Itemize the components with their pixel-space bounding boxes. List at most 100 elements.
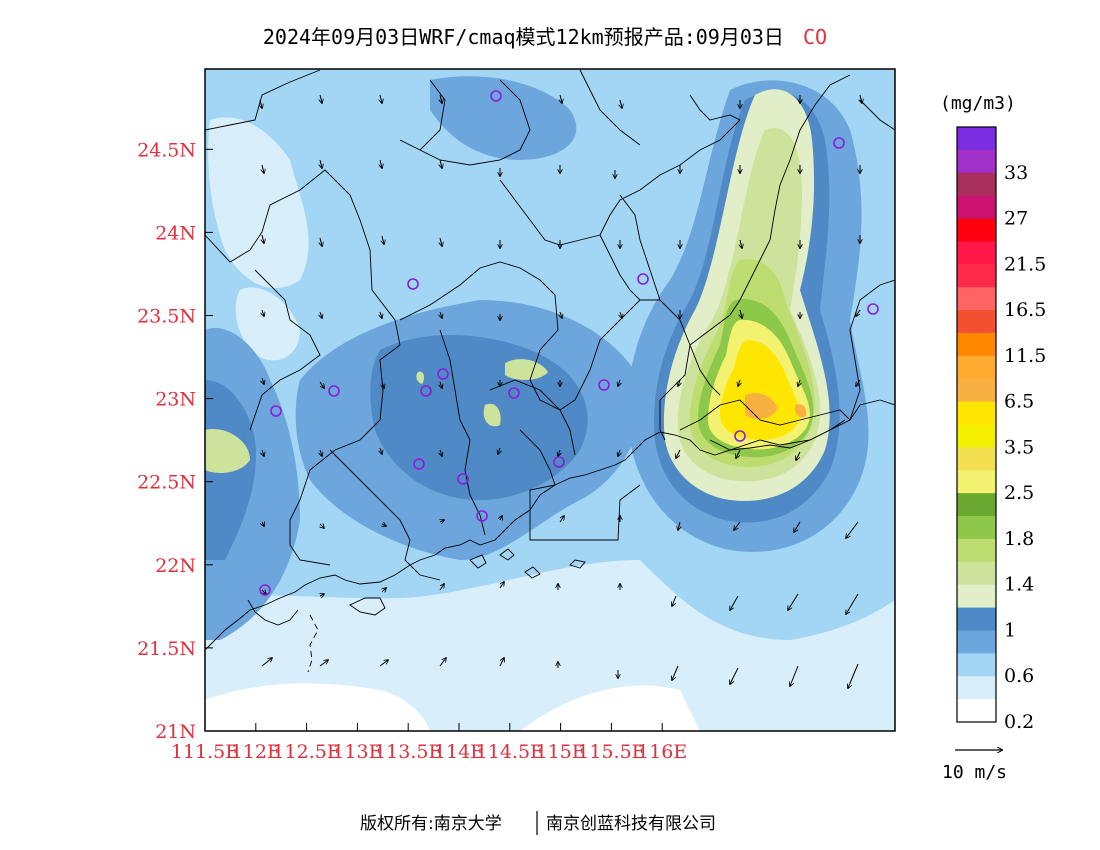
field-prd-patch-1 <box>505 359 548 380</box>
colorbar-swatch <box>957 653 996 677</box>
y-tick-label: 24.5N <box>137 139 196 161</box>
station-marker <box>457 473 469 485</box>
colorbar-swatch <box>957 699 996 723</box>
field-plume-core <box>745 393 778 420</box>
field-prd-patch-2 <box>483 403 501 427</box>
field-prd-patch-3 <box>416 371 425 384</box>
field-sea-low <box>205 560 895 731</box>
colorbar-swatch <box>957 584 996 609</box>
wind-legend: 10 m/s <box>942 750 1007 783</box>
colorbar-swatch <box>957 195 996 220</box>
station-marker <box>508 387 520 399</box>
field-nw-low-2 <box>235 287 300 361</box>
y-tick-label: 23N <box>155 389 196 411</box>
title-species: CO <box>803 25 827 49</box>
colorbar-label: 0.2 <box>1004 711 1034 733</box>
copyright-right: 南京创蓝科技有限公司 <box>546 814 716 834</box>
colorbar-swatch <box>957 561 996 586</box>
x-tick-label: 113.5E <box>374 741 442 763</box>
colorbar-swatch <box>957 127 996 151</box>
colorbar-label: 1.4 <box>1004 574 1034 596</box>
colorbar-label: 0.6 <box>1004 665 1034 687</box>
colorbar-swatch <box>957 149 996 174</box>
colorbar-swatch <box>957 218 996 242</box>
title-main: 2024年09月03日WRF/cmaq模式12km预报产品:09月03日 <box>263 25 784 49</box>
colorbar-swatch <box>957 630 996 654</box>
colorbar-swatch <box>957 310 996 334</box>
station-marker <box>598 379 610 391</box>
station-marker <box>413 458 425 470</box>
boundary-lines <box>205 69 895 673</box>
map-panel[interactable] <box>205 69 895 731</box>
colorbar-label: 27 <box>1004 208 1028 230</box>
colorbar-label: 1 <box>1004 619 1016 641</box>
x-tick-label: 116E <box>637 741 687 763</box>
field-sea-min-2 <box>520 685 700 731</box>
station-marker <box>407 278 419 290</box>
colorbar-swatch <box>957 355 996 380</box>
colorbar-label: 3.5 <box>1004 436 1034 458</box>
y-tick-label: 21N <box>155 721 196 743</box>
colorbar-swatch <box>957 493 996 517</box>
station-marker <box>420 385 432 397</box>
station-marker <box>437 368 449 380</box>
colorbar-label: 33 <box>1004 162 1028 184</box>
field-plume-max <box>720 340 800 440</box>
copyright-left: 版权所有:南京大学 <box>360 814 502 834</box>
colorbar-swatch <box>957 447 996 471</box>
x-tick-label: 113E <box>332 741 382 763</box>
colorbar-swatch <box>957 401 996 425</box>
colorbar-swatch <box>957 516 996 540</box>
x-axis: 111.5E112E112.5E113E113.5E114E114.5E115E… <box>171 723 687 763</box>
station-marker <box>476 510 488 522</box>
colorbar-swatch <box>957 424 996 448</box>
colorbar-swatch <box>957 607 996 631</box>
colorbar-label: 16.5 <box>1004 299 1046 321</box>
station-marker <box>328 385 340 397</box>
colorbar-label: 21.5 <box>1004 253 1046 275</box>
station-marker <box>867 303 879 315</box>
x-tick-label: 115.5E <box>577 741 645 763</box>
station-markers <box>259 90 879 596</box>
y-tick-label: 22.5N <box>137 472 196 494</box>
station-marker <box>259 584 271 596</box>
map-frame <box>204 68 896 732</box>
station-marker <box>270 405 282 417</box>
x-tick-label: 111.5E <box>171 741 239 763</box>
colorbar-label: 11.5 <box>1004 345 1046 367</box>
colorbar-label: 2.5 <box>1004 482 1034 504</box>
colorbar-swatch <box>957 264 996 288</box>
field-plume-core-2 <box>794 404 807 418</box>
station-marker <box>833 137 845 149</box>
colorbar-swatch <box>957 538 996 563</box>
colorbar-swatch <box>957 287 996 311</box>
y-tick-label: 24N <box>155 222 196 244</box>
x-tick-label: 114.5E <box>476 741 544 763</box>
wind-legend-label: 10 m/s <box>942 762 1007 783</box>
field-north-mid <box>430 76 577 160</box>
field-w-patch <box>205 429 250 473</box>
wind-vectors <box>260 94 862 688</box>
colorbar: 33 27 21.5 16.5 11.5 6.5 3.5 2.5 1.8 1.4 1 0.6 0.2 <box>956 126 1046 733</box>
colorbar-swatch <box>957 332 996 357</box>
colorbar-unit: (mg/m3) <box>940 93 1016 114</box>
colorbar-swatch <box>957 676 996 700</box>
colorbar-swatch <box>957 172 996 197</box>
colorbar-frame <box>956 126 997 723</box>
colorbar-label: 1.8 <box>1004 528 1034 550</box>
colorbar-swatch <box>957 470 996 494</box>
field-nw-low <box>208 117 309 289</box>
y-tick-label: 23.5N <box>137 306 196 328</box>
station-marker <box>553 456 565 468</box>
y-tick-label: 21.5N <box>137 638 196 660</box>
colorbar-label: 6.5 <box>1004 391 1034 413</box>
station-marker <box>637 273 649 285</box>
x-tick-label: 114E <box>434 741 484 763</box>
x-tick-label: 112.5E <box>272 741 340 763</box>
field-sea-min <box>205 683 430 731</box>
figure-title: 2024年09月03日WRF/cmaq模式12km预报产品:09月03日 CO <box>263 25 827 49</box>
y-axis: 21N 21.5N 22N 22.5N 23N 23.5N 24N 24.5N <box>137 139 213 743</box>
colorbar-swatch <box>957 241 996 265</box>
station-marker <box>734 430 746 442</box>
